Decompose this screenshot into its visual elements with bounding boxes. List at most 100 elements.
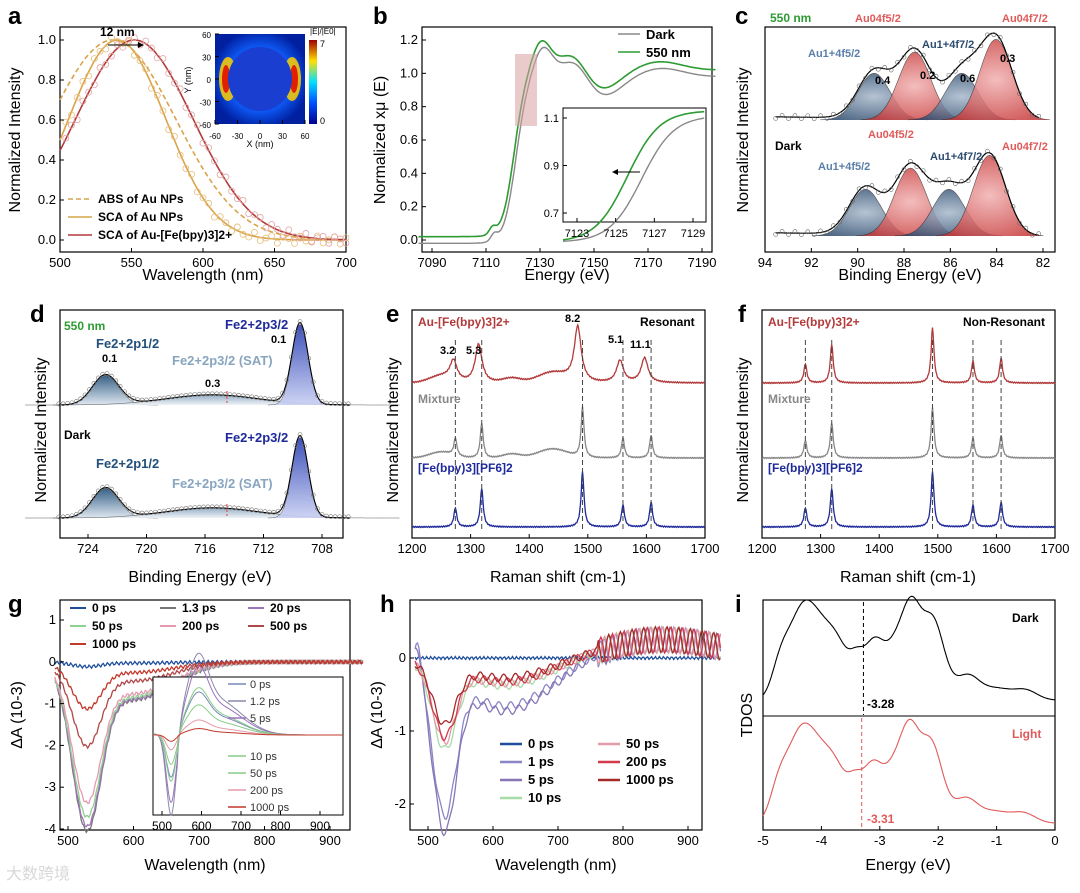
a-point-sca-au <box>251 228 258 236</box>
d-bottom-point <box>161 508 167 514</box>
c-top-point <box>946 73 952 78</box>
panel-c-peak-au1-72-bottom: Au1+4f7/2 <box>930 151 982 163</box>
a-point-sca-fe <box>279 231 287 239</box>
a-point-sca-fe <box>102 60 110 68</box>
d-xtick-label: 720 <box>136 541 158 556</box>
inset-g-legend-item: 1000 ps <box>250 802 290 814</box>
b-xtick-label: 7110 <box>472 255 500 270</box>
d-bottom-point <box>126 506 132 512</box>
panel-g: g 500 600 700 800 900 10-1-2-3-4 Wavelength … <box>8 591 364 874</box>
e-line-fe <box>411 471 706 529</box>
i-xtick-label: -1 <box>991 833 1003 848</box>
c-bottom-point <box>882 188 888 194</box>
d-top-point <box>74 399 79 404</box>
panel-b-label: b <box>373 3 388 30</box>
d-top-point <box>267 396 272 402</box>
inset-a-xtick-label: 30 <box>278 132 287 141</box>
g-xtick-label: 500 <box>57 833 79 848</box>
d-top-point <box>218 391 224 397</box>
inset-a-ticks: -60 -30 0 30 60 60 30 0 -30 -60 <box>199 31 310 141</box>
d-top-point <box>262 396 268 401</box>
a-point-sca-au <box>342 234 350 242</box>
a-point-sca-au <box>205 199 213 207</box>
panel-e-label: e <box>386 301 399 328</box>
a-point-sca-fe <box>193 121 201 129</box>
b-xtick-label: 7190 <box>688 255 717 270</box>
panel-g-frame <box>59 599 351 831</box>
g-xtick-label: 900 <box>319 833 341 848</box>
panel-f-series-fe: [Fe(bpy)3][PF6]2 <box>768 461 863 475</box>
d-top-point <box>315 393 320 399</box>
d-top-point <box>78 396 83 402</box>
c-top-point <box>786 116 791 121</box>
a-point-sca-au <box>136 57 144 65</box>
d-bottom-point <box>262 509 268 514</box>
h-line-6 <box>414 625 721 726</box>
legend-b-dark: Dark <box>646 27 676 42</box>
panel-d-shift-1: 0.1 <box>102 353 117 365</box>
c-bottom-point <box>920 168 926 173</box>
panel-b-inset: 7123 7125 7127 7129 1.1 0.9 0.7 <box>544 107 707 242</box>
a-point-sca-au <box>130 51 138 59</box>
d-top-point <box>288 354 294 360</box>
c-bottom-point <box>1017 220 1022 226</box>
panel-b-plot <box>418 39 716 244</box>
c-xtick-label: 90 <box>850 255 864 270</box>
inset-g-ticks: 500 600 700 800 900 <box>152 811 330 833</box>
c-bottom-point <box>1010 204 1016 209</box>
c-top-point <box>863 75 868 81</box>
a-point-sca-fe <box>199 139 207 147</box>
a-point-sca-fe <box>342 239 350 247</box>
a-point-sca-au <box>216 213 224 221</box>
a-point-sca-au <box>79 78 87 85</box>
panel-c-shift-3: 0.6 <box>960 73 975 85</box>
c-bottom-point <box>850 198 855 204</box>
d-top-point <box>157 396 162 401</box>
a-line-sca-fe <box>59 39 347 241</box>
c-top-point <box>811 116 817 122</box>
a-ytick-label: 0.6 <box>38 112 56 127</box>
c-top-point <box>818 113 823 119</box>
panel-h-label: h <box>380 591 395 618</box>
d-bottom-point <box>210 504 215 510</box>
h-line-1 <box>414 625 722 820</box>
d-bottom-point <box>249 507 255 513</box>
a-point-sca-fe <box>148 44 155 52</box>
panel-e-series-au: Au-[Fe(bpy)3]2+ <box>418 315 510 329</box>
a-point-sca-fe <box>216 171 224 179</box>
c-xtick-label: 88 <box>897 255 911 270</box>
a-point-sca-au <box>153 91 161 99</box>
a-point-sca-au <box>108 34 115 42</box>
d-top-point <box>95 375 101 381</box>
b-ytick-label: 0.2 <box>400 199 418 214</box>
panel-c: c 94 92 90 88 86 84 82 Binding Energy (eV) Nor… <box>735 3 1056 284</box>
d-top-point <box>109 373 114 379</box>
b-ytick-label: 0.0 <box>400 232 418 247</box>
c-top-point <box>773 116 778 121</box>
panel-b-xticks: 7090 7110 7130 7150 7170 7190 <box>418 248 717 270</box>
legend-b-550: 550 nm <box>646 45 691 60</box>
panel-a-xticks: 500 550 600 650 700 <box>49 248 357 270</box>
inset-g-legend-item: 1.2 ps <box>250 696 280 708</box>
a-point-sca-fe <box>205 144 213 152</box>
panel-c-frame <box>764 26 1056 253</box>
d-bottom-point <box>78 509 83 515</box>
inset-a-ytick-label: -30 <box>199 99 211 108</box>
c-xtick-label: 94 <box>758 255 772 270</box>
c-top-point <box>850 97 855 103</box>
inset-b-xtick-label: 7127 <box>642 228 666 240</box>
a-point-sca-fe <box>273 225 281 233</box>
panel-c-label: c <box>735 3 748 30</box>
panel-c-shift-1: 0.4 <box>875 75 891 87</box>
panel-h-frame <box>409 599 703 831</box>
inset-a-ylabel: Y (nm) <box>183 67 193 94</box>
panel-e-shift-5: 11.1 <box>630 339 651 351</box>
panel-a-shift-arrowhead <box>138 42 144 48</box>
g-xtick-label: 700 <box>188 833 210 848</box>
h-xtick-label: 800 <box>612 833 634 848</box>
panel-c-peak-au1-52-bottom: Au1+4f5/2 <box>818 161 870 173</box>
f-xtick-label: 1600 <box>982 541 1011 556</box>
inset-g-legend-item: 50 ps <box>250 768 277 780</box>
legend-h-item: 200 ps <box>626 754 666 769</box>
